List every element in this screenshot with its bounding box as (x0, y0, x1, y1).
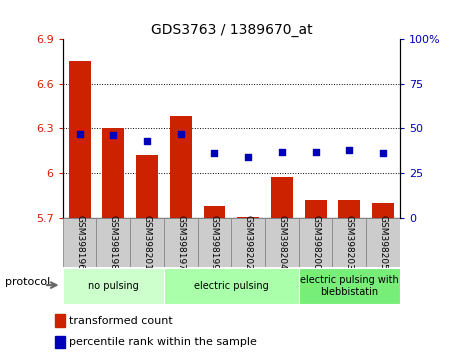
Text: protocol: protocol (5, 277, 50, 287)
Text: GSM398203: GSM398203 (345, 215, 354, 270)
FancyBboxPatch shape (299, 268, 400, 304)
Text: GSM398201: GSM398201 (143, 215, 152, 270)
Bar (237, 217, 259, 218)
FancyBboxPatch shape (198, 218, 231, 267)
Title: GDS3763 / 1389670_at: GDS3763 / 1389670_at (151, 23, 312, 36)
FancyBboxPatch shape (231, 218, 265, 267)
Point (110, 133, 117, 138)
FancyBboxPatch shape (63, 218, 97, 267)
Bar (170, 116, 192, 218)
Text: GSM398197: GSM398197 (176, 215, 185, 270)
Bar (102, 129, 124, 218)
FancyBboxPatch shape (97, 218, 130, 267)
Text: GSM398200: GSM398200 (311, 215, 320, 270)
Text: transformed count: transformed count (69, 316, 173, 326)
Bar (69, 61, 91, 218)
Point (312, 149, 319, 154)
Bar (339, 200, 360, 218)
Bar (55, 314, 65, 327)
FancyBboxPatch shape (63, 268, 164, 304)
FancyBboxPatch shape (366, 218, 400, 267)
Text: GSM398202: GSM398202 (244, 215, 252, 270)
Point (278, 149, 286, 154)
Point (345, 147, 353, 153)
Text: GSM398199: GSM398199 (210, 215, 219, 270)
FancyBboxPatch shape (265, 218, 299, 267)
Text: GSM398205: GSM398205 (379, 215, 387, 270)
Bar (271, 177, 293, 218)
Text: electric pulsing with
blebbistatin: electric pulsing with blebbistatin (300, 275, 399, 297)
FancyBboxPatch shape (299, 218, 332, 267)
Text: GSM398198: GSM398198 (109, 215, 118, 270)
FancyBboxPatch shape (164, 268, 299, 304)
Text: no pulsing: no pulsing (88, 281, 139, 291)
Point (379, 150, 387, 156)
Bar (372, 203, 394, 218)
Bar (305, 200, 326, 218)
Text: GSM398196: GSM398196 (75, 215, 84, 270)
Point (177, 131, 185, 137)
Bar (204, 206, 226, 218)
Text: GSM398204: GSM398204 (278, 215, 286, 270)
Point (245, 154, 252, 160)
Text: electric pulsing: electric pulsing (194, 281, 269, 291)
Bar (55, 336, 65, 348)
Point (76, 131, 83, 137)
Point (143, 138, 151, 144)
Point (211, 150, 218, 156)
FancyBboxPatch shape (130, 218, 164, 267)
Text: percentile rank within the sample: percentile rank within the sample (69, 337, 257, 347)
FancyBboxPatch shape (332, 218, 366, 267)
FancyBboxPatch shape (164, 218, 198, 267)
Bar (136, 155, 158, 218)
